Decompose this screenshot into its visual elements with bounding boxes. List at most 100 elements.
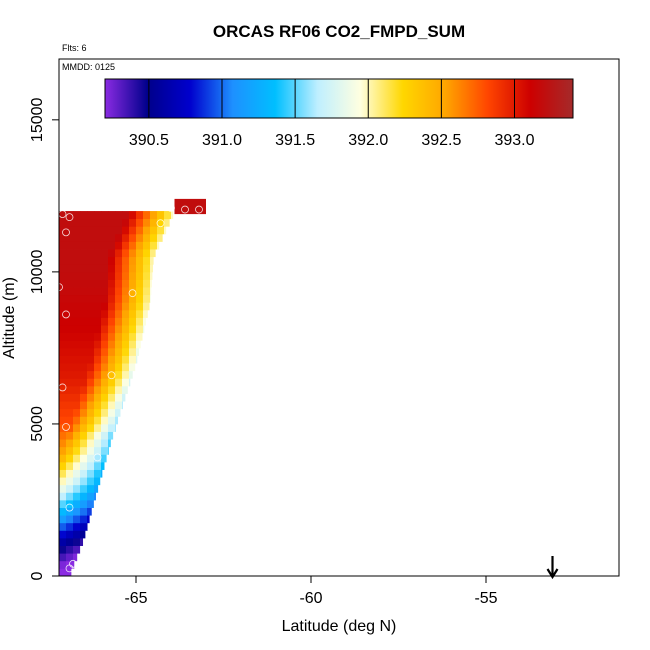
heatmap-cell [80,347,88,356]
heatmap-cell [101,378,109,387]
heatmap-cell [66,249,74,258]
heatmap-cell [80,226,88,235]
flight-point [181,205,189,214]
heatmap-cell [59,233,67,242]
heatmap-cell [87,477,95,486]
heatmap-cell [80,279,88,288]
heatmap-cell [143,241,151,250]
heatmap-cell [94,264,102,273]
heatmap-cell [94,461,102,470]
heatmap-cell [129,340,137,349]
heatmap-cell [73,560,75,569]
heatmap-cell [87,271,95,280]
heatmap-cell [73,249,81,258]
heatmap-cell [115,233,123,242]
heatmap-cell [129,294,137,303]
flight-point [62,228,70,237]
heatmap-cell [94,401,102,410]
heatmap-cell [59,408,67,417]
heatmap-cell [80,530,86,539]
heatmap-cell [115,279,123,288]
heatmap-cell [115,218,123,227]
heatmap-cell [59,454,67,463]
heatmap-cell [143,317,147,326]
heatmap-cell [108,218,116,227]
heatmap-cell [59,211,67,220]
heatmap-cell [59,446,67,455]
heatmap-cell [94,454,102,463]
heatmap-cell [80,287,88,296]
heatmap-cell [143,287,151,296]
heatmap-cell [59,499,67,508]
heatmap-cell [73,370,81,379]
heatmap-cell [59,279,67,288]
heatmap-cell [94,256,102,265]
heatmap-cell [101,211,109,220]
heatmap-cell [66,446,74,455]
heatmap-cell [115,378,123,387]
heatmap-cell [108,249,116,258]
heatmap-cell [80,484,88,493]
heatmap-cell [122,241,130,250]
heatmap-cell [80,302,88,311]
heatmap-cell [108,287,116,296]
heatmap-cell [136,317,144,326]
heatmap-cell [59,492,67,501]
heatmap-cell [59,355,67,364]
heatmap-cell [143,226,151,235]
heatmap-cell [136,249,144,258]
heatmap-cell [80,454,88,463]
heatmap-cell [87,249,95,258]
heatmap-cell [94,347,102,356]
heatmap-cell [66,385,74,394]
heatmap-cell [73,241,81,250]
heatmap-cell [129,271,137,280]
heatmap-cell [73,439,81,448]
heatmap-cell [59,294,67,303]
heatmap-cell [73,545,81,554]
colorbar-tick-label: 391.5 [275,132,315,149]
heatmap-cell [129,256,137,265]
flight-point [65,213,74,222]
heatmap-cell [66,340,74,349]
heatmap-cell [136,264,144,273]
heatmap-strip [174,198,206,215]
heatmap-cell [80,515,88,524]
heatmap-cell [129,317,137,326]
heatmap-cell [115,416,119,425]
heatmap-cell [108,211,116,220]
heatmap-cell [136,355,138,364]
flight-point [65,503,74,512]
heatmap-cell [129,241,137,250]
heatmap-cell [101,446,109,455]
heatmap-cell [171,211,174,220]
heatmap-cell [59,477,67,486]
heatmap-cell [115,211,123,220]
heatmap-cell [108,393,116,402]
heatmap-cell [101,423,109,432]
heatmap-cell [80,370,88,379]
heatmap-cell [73,264,81,273]
heatmap-cell [94,378,102,387]
heatmap-cell [66,522,74,531]
heatmap-cell [136,241,144,250]
heatmap-cell [115,264,123,273]
heatmap-cell [66,264,74,273]
heatmap-cell [122,385,128,394]
heatmap-cell [66,439,74,448]
heatmap-cell [164,218,170,227]
heatmap-cell [66,515,74,524]
heatmap-cell [136,302,144,311]
heatmap-cell [87,423,95,432]
heatmap-cell [66,378,74,387]
heatmap-cell [66,454,74,463]
heatmap-cell [59,507,67,516]
heatmap-cell [73,287,81,296]
heatmap-cell [115,401,123,410]
heatmap-cell [122,279,130,288]
colorbar-tick-label: 392.5 [421,132,461,149]
heatmap-cell [150,211,158,220]
heatmap-cell [101,370,109,379]
heatmap-cell [108,363,116,372]
heatmap-cell [136,279,144,288]
